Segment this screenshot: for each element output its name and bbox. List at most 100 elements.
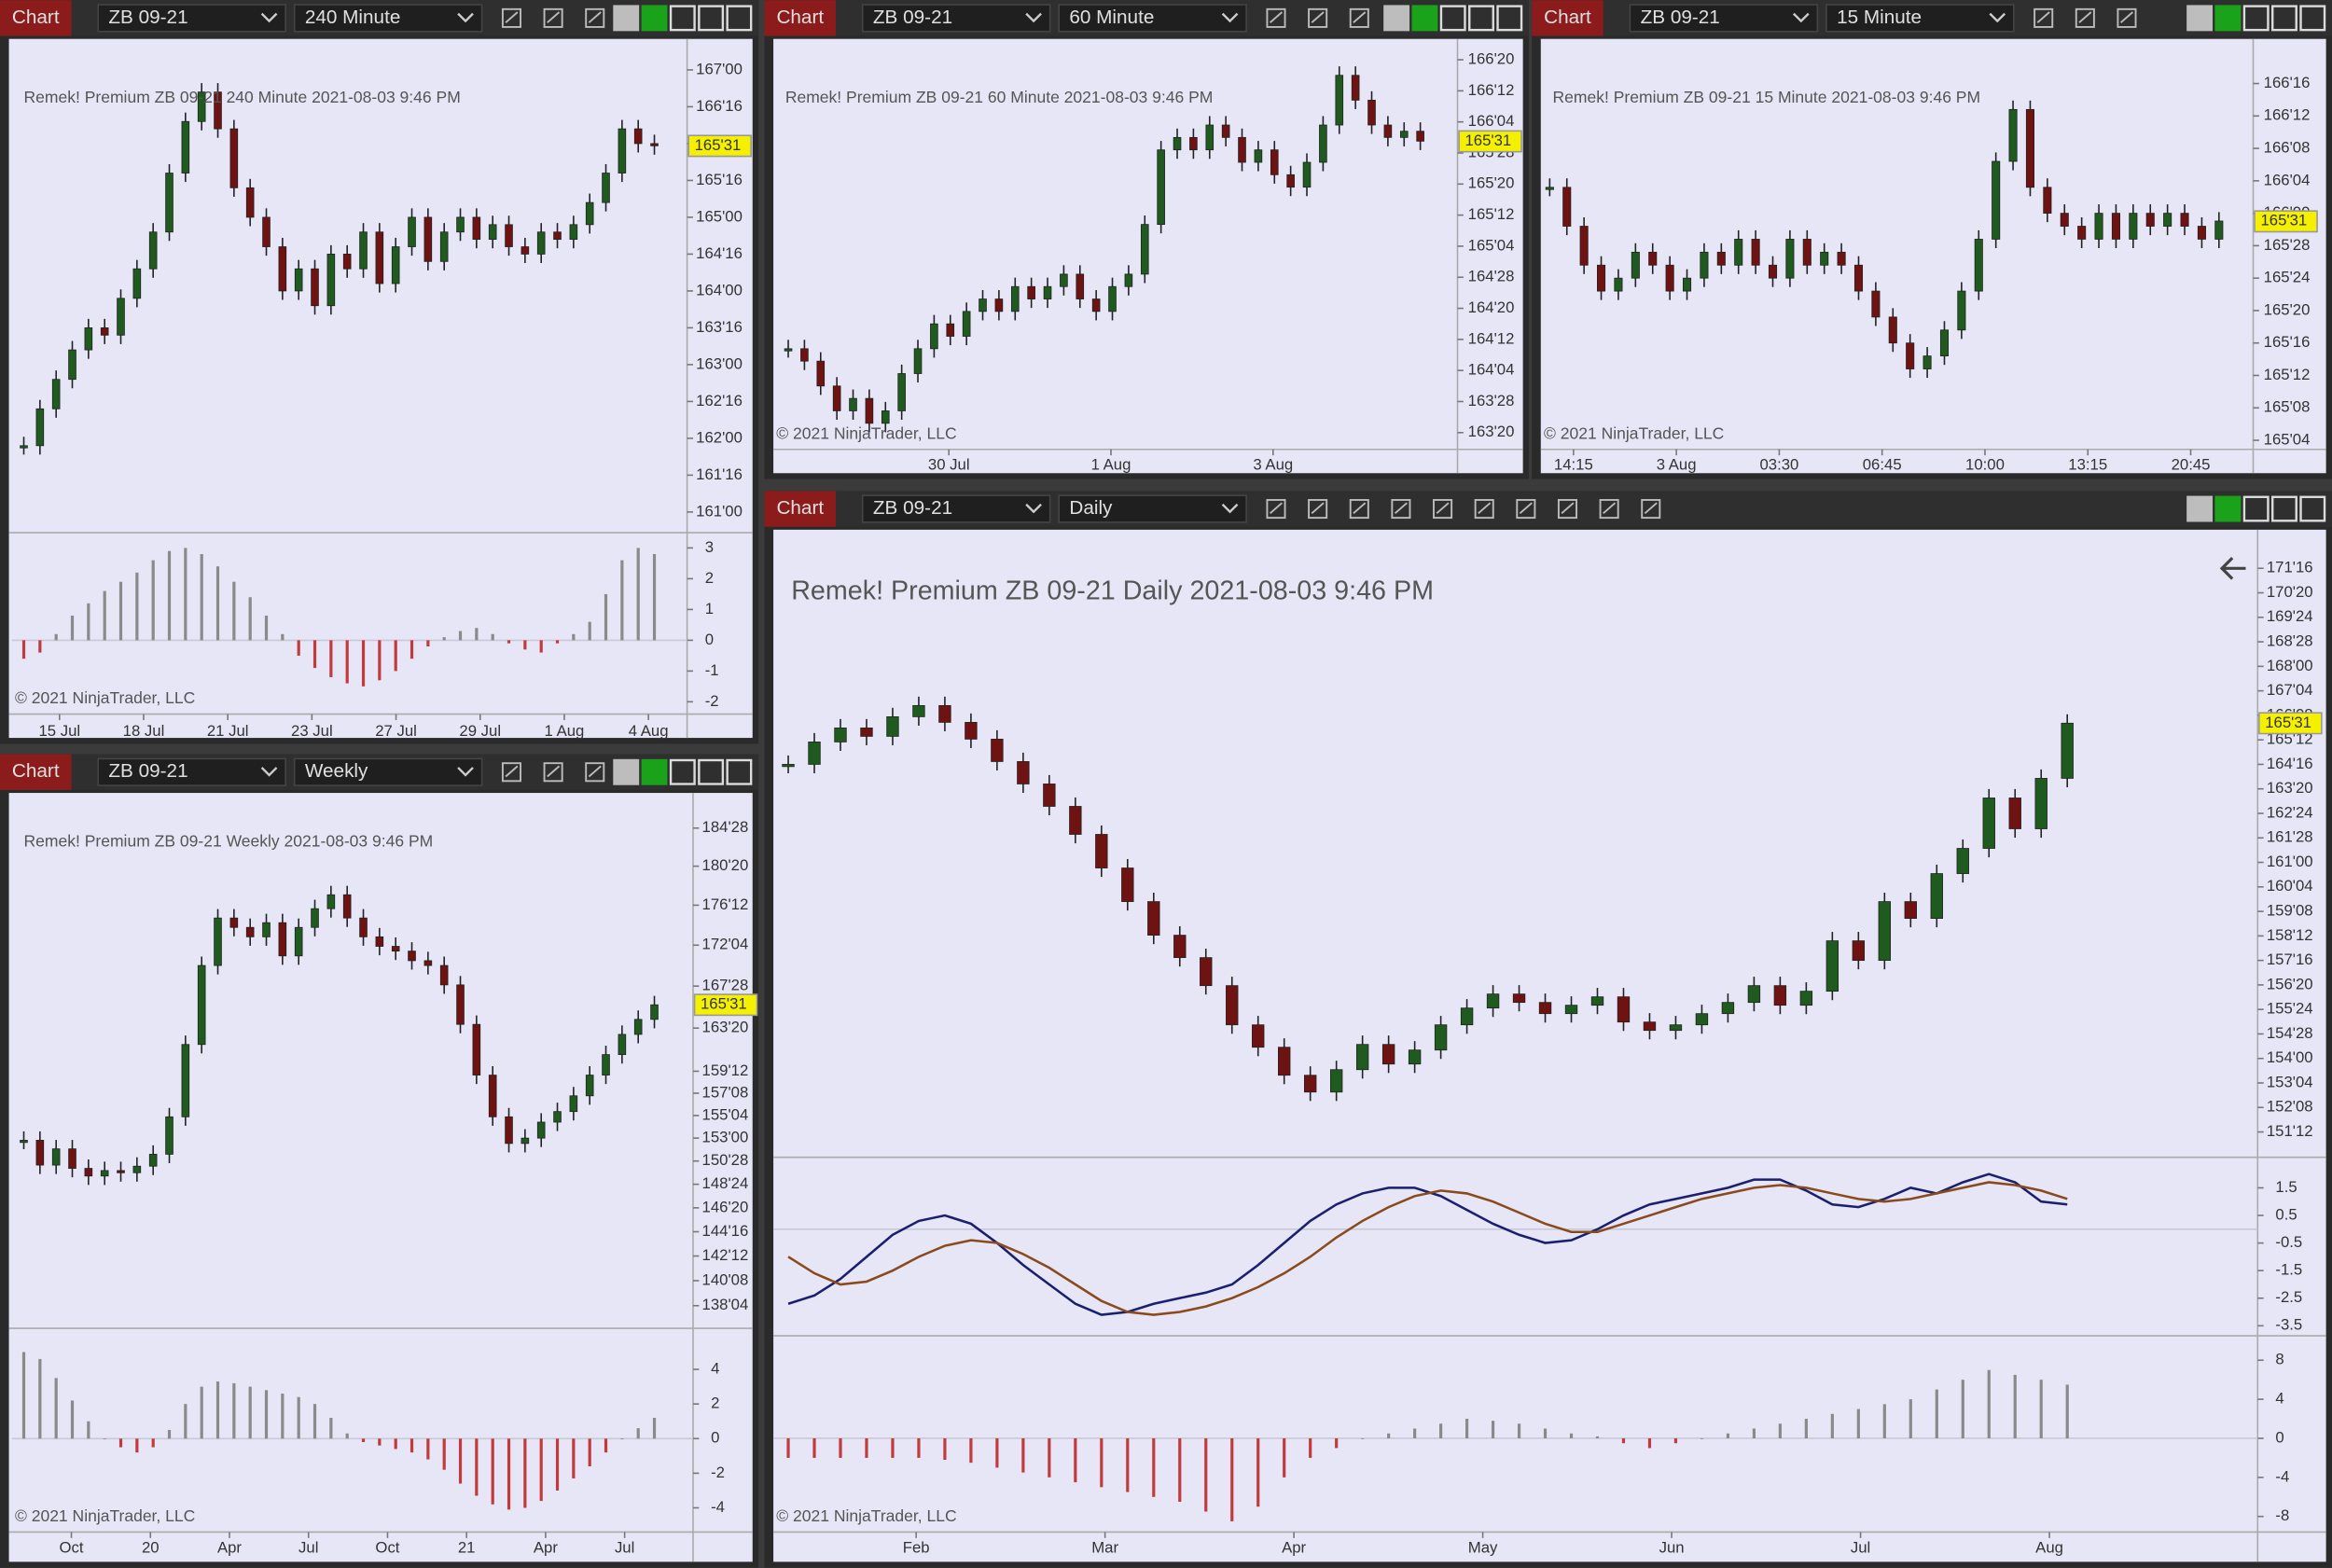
toolbar-icon[interactable] — [1391, 499, 1411, 520]
window-control[interactable] — [1383, 5, 1410, 32]
toolbar-icon[interactable] — [1266, 499, 1286, 520]
window-control[interactable] — [1468, 5, 1494, 32]
time-label: 21 — [458, 1538, 476, 1556]
window-control[interactable] — [698, 758, 725, 785]
toolbar-icon[interactable] — [588, 765, 602, 778]
back-arrow[interactable] — [2219, 557, 2246, 580]
instrument-dropdown[interactable] — [1629, 4, 1819, 33]
window-control[interactable] — [2186, 495, 2214, 522]
window-control[interactable] — [2214, 495, 2242, 522]
window-control[interactable] — [2271, 5, 2297, 32]
instrument-dropdown[interactable] — [861, 4, 1051, 33]
window-control[interactable] — [2299, 5, 2326, 32]
indicator-line — [787, 1173, 2068, 1316]
toolbar-icon[interactable] — [1269, 11, 1283, 23]
window-control[interactable] — [2242, 5, 2270, 32]
toolbar-icon[interactable] — [1353, 502, 1367, 515]
instrument-dropdown[interactable] — [97, 757, 286, 786]
window-control[interactable] — [669, 758, 696, 785]
window-control[interactable] — [669, 5, 696, 32]
toolbar-icon[interactable] — [1641, 499, 1661, 520]
toolbar-icon[interactable] — [505, 11, 519, 23]
instrument-dropdown[interactable] — [97, 4, 286, 33]
price-tick-label: 163'20 — [702, 1019, 749, 1036]
toolbar-icon[interactable] — [505, 765, 519, 778]
toolbar-icon[interactable] — [2036, 11, 2050, 23]
toolbar-icon[interactable] — [1308, 7, 1328, 28]
window-control[interactable] — [726, 5, 753, 32]
toolbar-icon[interactable] — [1516, 499, 1536, 520]
toolbar-icon[interactable] — [1394, 502, 1408, 515]
toolbar-icon[interactable] — [1311, 11, 1325, 23]
window-control[interactable] — [1496, 5, 1523, 32]
chart-tab[interactable] — [0, 0, 72, 36]
period-dropdown[interactable] — [1058, 494, 1247, 523]
window-control[interactable] — [2242, 495, 2270, 522]
toolbar-icon[interactable] — [1557, 499, 1578, 520]
candle — [1878, 901, 1892, 962]
toolbar-icon[interactable] — [588, 11, 602, 23]
window-control[interactable] — [2214, 5, 2242, 32]
window-control[interactable] — [1411, 5, 1438, 32]
histogram-bar — [1517, 1423, 1521, 1438]
candle — [1992, 160, 2001, 240]
chart-tab-label: Chart — [12, 7, 60, 28]
toolbar-icon[interactable] — [547, 11, 561, 23]
candle — [618, 128, 627, 173]
chart-tab[interactable] — [764, 0, 837, 36]
toolbar-icon[interactable] — [1269, 502, 1283, 515]
toolbar-icon[interactable] — [1644, 502, 1658, 515]
indicator-tick-label: 1.5 — [2275, 1178, 2297, 1196]
toolbar-icon[interactable] — [1603, 502, 1617, 515]
toolbar-icon[interactable] — [501, 762, 521, 783]
toolbar-icon[interactable] — [585, 7, 605, 28]
toolbar-icon[interactable] — [585, 762, 605, 783]
window-control[interactable] — [726, 758, 753, 785]
toolbar-icon[interactable] — [543, 7, 563, 28]
chart-tab[interactable] — [764, 491, 837, 527]
window-control[interactable] — [2271, 495, 2297, 522]
candle — [633, 128, 643, 145]
toolbar-icon[interactable] — [2078, 11, 2092, 23]
instrument-dropdown-label: ZB 09-21 — [873, 7, 952, 28]
toolbar-icon[interactable] — [2075, 7, 2095, 28]
toolbar-icon[interactable] — [1478, 502, 1492, 515]
period-dropdown[interactable] — [293, 757, 483, 786]
toolbar-icon[interactable] — [1433, 499, 1453, 520]
period-dropdown[interactable] — [293, 4, 483, 33]
toolbar-icon[interactable] — [1266, 7, 1286, 28]
toolbar-icon[interactable] — [547, 765, 561, 778]
price-tick-label: 164'12 — [1468, 329, 1515, 347]
instrument-dropdown[interactable] — [861, 494, 1051, 523]
toolbar-icon[interactable] — [1311, 502, 1325, 515]
toolbar-icon[interactable] — [1436, 502, 1450, 515]
toolbar-icon[interactable] — [1308, 499, 1328, 520]
window-control[interactable] — [641, 5, 668, 32]
toolbar-icon[interactable] — [2117, 7, 2137, 28]
toolbar-icon[interactable] — [1353, 11, 1367, 23]
toolbar-icon[interactable] — [1599, 499, 1619, 520]
toolbar-icon[interactable] — [543, 762, 563, 783]
toolbar-icon[interactable] — [501, 7, 521, 28]
chart-tab[interactable] — [0, 754, 72, 790]
period-dropdown[interactable] — [1825, 4, 2015, 33]
toolbar-icon[interactable] — [1519, 502, 1533, 515]
window-control[interactable] — [2299, 495, 2326, 522]
chart-tab[interactable] — [1532, 0, 1603, 36]
toolbar-icon[interactable] — [2119, 11, 2133, 23]
window-control[interactable] — [1439, 5, 1466, 32]
toolbar-icon[interactable] — [1349, 7, 1369, 28]
window-control[interactable] — [2186, 5, 2214, 32]
window-control[interactable] — [641, 758, 668, 785]
toolbar-icon[interactable] — [1474, 499, 1494, 520]
toolbar-icon[interactable] — [2034, 7, 2054, 28]
window-control[interactable] — [613, 758, 640, 785]
window-control[interactable] — [613, 5, 640, 32]
toolbar-icon[interactable] — [1349, 499, 1369, 520]
window-control[interactable] — [698, 5, 725, 32]
price-tick-label: 152'08 — [2267, 1098, 2313, 1116]
period-dropdown[interactable] — [1058, 4, 1247, 33]
candle — [521, 1137, 530, 1145]
toolbar-icon[interactable] — [1561, 502, 1575, 515]
time-label: 29 Jul — [459, 722, 501, 740]
